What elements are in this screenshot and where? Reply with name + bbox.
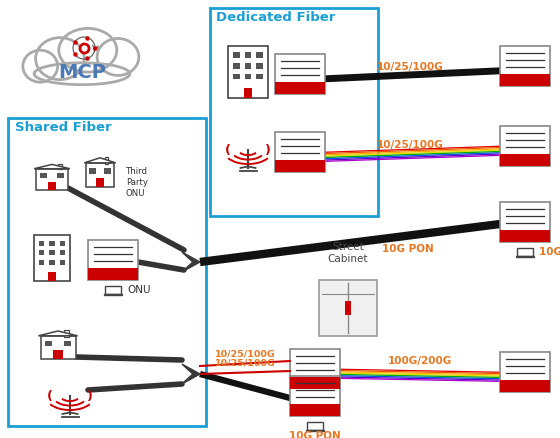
Bar <box>59 240 66 246</box>
Ellipse shape <box>59 28 117 72</box>
Bar <box>275 132 325 172</box>
Bar <box>40 336 76 359</box>
Polygon shape <box>182 252 200 272</box>
Bar <box>233 52 240 58</box>
Text: 10/25/100G: 10/25/100G <box>214 349 276 358</box>
Polygon shape <box>34 164 70 169</box>
Bar <box>210 8 378 216</box>
Bar <box>256 52 263 58</box>
Bar <box>57 173 64 178</box>
Bar <box>53 350 63 359</box>
Bar <box>244 88 253 98</box>
Bar <box>256 63 263 69</box>
Bar <box>58 164 62 170</box>
Bar <box>500 126 550 166</box>
Bar <box>500 46 550 86</box>
Bar <box>256 74 263 79</box>
Bar <box>8 118 206 426</box>
Bar <box>105 168 111 174</box>
Bar <box>516 255 534 257</box>
Bar <box>34 235 70 281</box>
Bar <box>500 202 550 242</box>
Bar <box>500 154 550 166</box>
Bar <box>105 157 109 164</box>
Bar <box>319 280 377 336</box>
Bar <box>49 240 55 246</box>
Text: ONU: ONU <box>127 285 151 295</box>
Bar <box>88 240 138 280</box>
Bar <box>88 268 138 280</box>
Bar <box>290 404 340 416</box>
Text: Dedicated Fiber: Dedicated Fiber <box>216 11 335 24</box>
Bar <box>59 250 66 255</box>
Bar <box>59 260 66 265</box>
Bar <box>36 169 68 190</box>
Text: 10/25/100G: 10/25/100G <box>377 62 444 72</box>
Bar <box>39 260 44 265</box>
Bar <box>86 163 114 187</box>
Bar <box>275 160 325 172</box>
Bar <box>233 63 240 69</box>
Bar <box>45 341 53 346</box>
Bar <box>49 250 55 255</box>
Text: 100G/200G: 100G/200G <box>388 356 452 366</box>
Text: Street
Cabinet: Street Cabinet <box>328 242 368 264</box>
Ellipse shape <box>34 63 130 85</box>
Text: 10G PON: 10G PON <box>289 431 341 438</box>
Ellipse shape <box>23 50 58 82</box>
Bar <box>245 52 251 58</box>
Bar <box>500 74 550 86</box>
Bar <box>48 272 56 281</box>
Bar <box>39 250 44 255</box>
Bar <box>275 82 325 94</box>
Text: Shared Fiber: Shared Fiber <box>15 121 111 134</box>
Bar <box>500 230 550 242</box>
Text: 10/25/100G: 10/25/100G <box>377 140 444 150</box>
Text: 10/25/100G: 10/25/100G <box>214 359 276 368</box>
Bar <box>306 430 324 431</box>
Text: 10G PON: 10G PON <box>539 247 560 257</box>
Bar <box>40 173 47 178</box>
Polygon shape <box>85 158 116 163</box>
Bar <box>307 422 323 430</box>
Bar <box>245 63 251 69</box>
Bar <box>290 377 340 389</box>
Bar <box>344 301 352 315</box>
Bar <box>275 54 325 94</box>
Bar <box>90 168 96 174</box>
Bar <box>290 349 340 389</box>
Bar <box>233 74 240 79</box>
Bar <box>245 74 251 79</box>
Polygon shape <box>39 331 78 336</box>
Bar <box>517 248 533 255</box>
Ellipse shape <box>97 39 139 75</box>
Text: ): ) <box>265 144 270 157</box>
Bar <box>228 46 268 98</box>
Bar <box>500 380 550 392</box>
Text: ): ) <box>87 389 92 403</box>
Bar <box>500 352 550 392</box>
Ellipse shape <box>36 38 85 80</box>
Bar <box>49 260 55 265</box>
Polygon shape <box>182 364 200 384</box>
Text: MCP: MCP <box>58 63 106 81</box>
Bar <box>64 341 71 346</box>
Text: (: ( <box>225 144 231 157</box>
Text: (: ( <box>48 389 53 403</box>
Ellipse shape <box>44 47 125 83</box>
Bar <box>105 286 121 293</box>
Text: 10G PON: 10G PON <box>382 244 434 254</box>
Bar <box>104 293 122 295</box>
Bar <box>48 182 57 190</box>
Bar <box>96 178 104 187</box>
Bar <box>64 330 68 336</box>
Bar <box>39 240 44 246</box>
Text: Third
Party
ONU: Third Party ONU <box>126 167 148 198</box>
Bar <box>290 376 340 416</box>
